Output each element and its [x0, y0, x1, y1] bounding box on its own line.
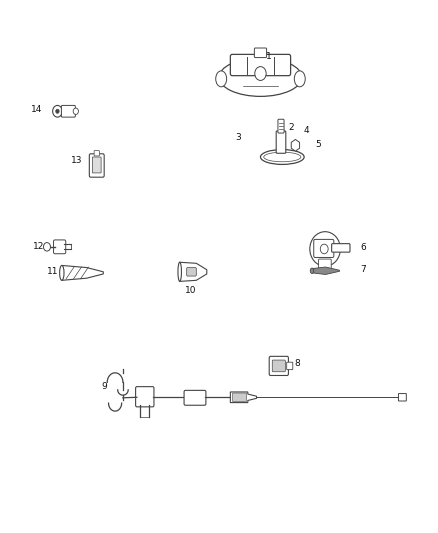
- Polygon shape: [291, 140, 300, 151]
- FancyBboxPatch shape: [230, 54, 290, 76]
- Circle shape: [56, 109, 59, 114]
- FancyBboxPatch shape: [272, 360, 286, 372]
- Text: 13: 13: [71, 156, 83, 165]
- Text: 4: 4: [304, 126, 309, 135]
- FancyBboxPatch shape: [314, 239, 334, 257]
- Text: 11: 11: [46, 268, 58, 276]
- Ellipse shape: [264, 152, 301, 162]
- FancyBboxPatch shape: [61, 106, 75, 117]
- Circle shape: [53, 106, 62, 117]
- Text: 5: 5: [316, 140, 321, 149]
- FancyBboxPatch shape: [332, 244, 350, 252]
- Ellipse shape: [219, 58, 302, 96]
- FancyBboxPatch shape: [92, 157, 101, 173]
- FancyBboxPatch shape: [287, 362, 293, 369]
- FancyBboxPatch shape: [184, 390, 206, 405]
- FancyBboxPatch shape: [136, 386, 154, 407]
- Ellipse shape: [261, 150, 304, 165]
- Text: 12: 12: [33, 242, 45, 251]
- Circle shape: [320, 244, 328, 254]
- Text: 2: 2: [288, 123, 294, 132]
- Text: 3: 3: [236, 133, 241, 142]
- Circle shape: [73, 108, 78, 115]
- FancyBboxPatch shape: [278, 119, 284, 133]
- Text: 7: 7: [360, 265, 366, 273]
- FancyBboxPatch shape: [399, 393, 406, 401]
- Text: 1: 1: [266, 52, 272, 61]
- Ellipse shape: [294, 71, 305, 87]
- FancyBboxPatch shape: [318, 259, 331, 270]
- Circle shape: [255, 67, 266, 80]
- FancyBboxPatch shape: [94, 151, 99, 156]
- Circle shape: [43, 243, 50, 251]
- Text: 6: 6: [360, 244, 366, 253]
- Text: 10: 10: [185, 286, 196, 295]
- FancyBboxPatch shape: [233, 393, 247, 401]
- Polygon shape: [62, 265, 103, 280]
- Polygon shape: [180, 262, 207, 281]
- Text: 14: 14: [31, 105, 42, 114]
- Ellipse shape: [178, 262, 181, 281]
- Ellipse shape: [60, 265, 64, 280]
- FancyBboxPatch shape: [187, 268, 196, 276]
- Polygon shape: [230, 392, 257, 402]
- FancyBboxPatch shape: [254, 48, 267, 58]
- FancyBboxPatch shape: [53, 240, 66, 254]
- Text: 8: 8: [295, 359, 300, 368]
- Ellipse shape: [216, 71, 226, 87]
- FancyBboxPatch shape: [276, 131, 286, 154]
- Polygon shape: [312, 267, 339, 274]
- Ellipse shape: [310, 232, 340, 266]
- Text: 9: 9: [102, 382, 107, 391]
- FancyBboxPatch shape: [269, 357, 288, 375]
- Ellipse shape: [310, 268, 314, 273]
- FancyBboxPatch shape: [89, 154, 104, 177]
